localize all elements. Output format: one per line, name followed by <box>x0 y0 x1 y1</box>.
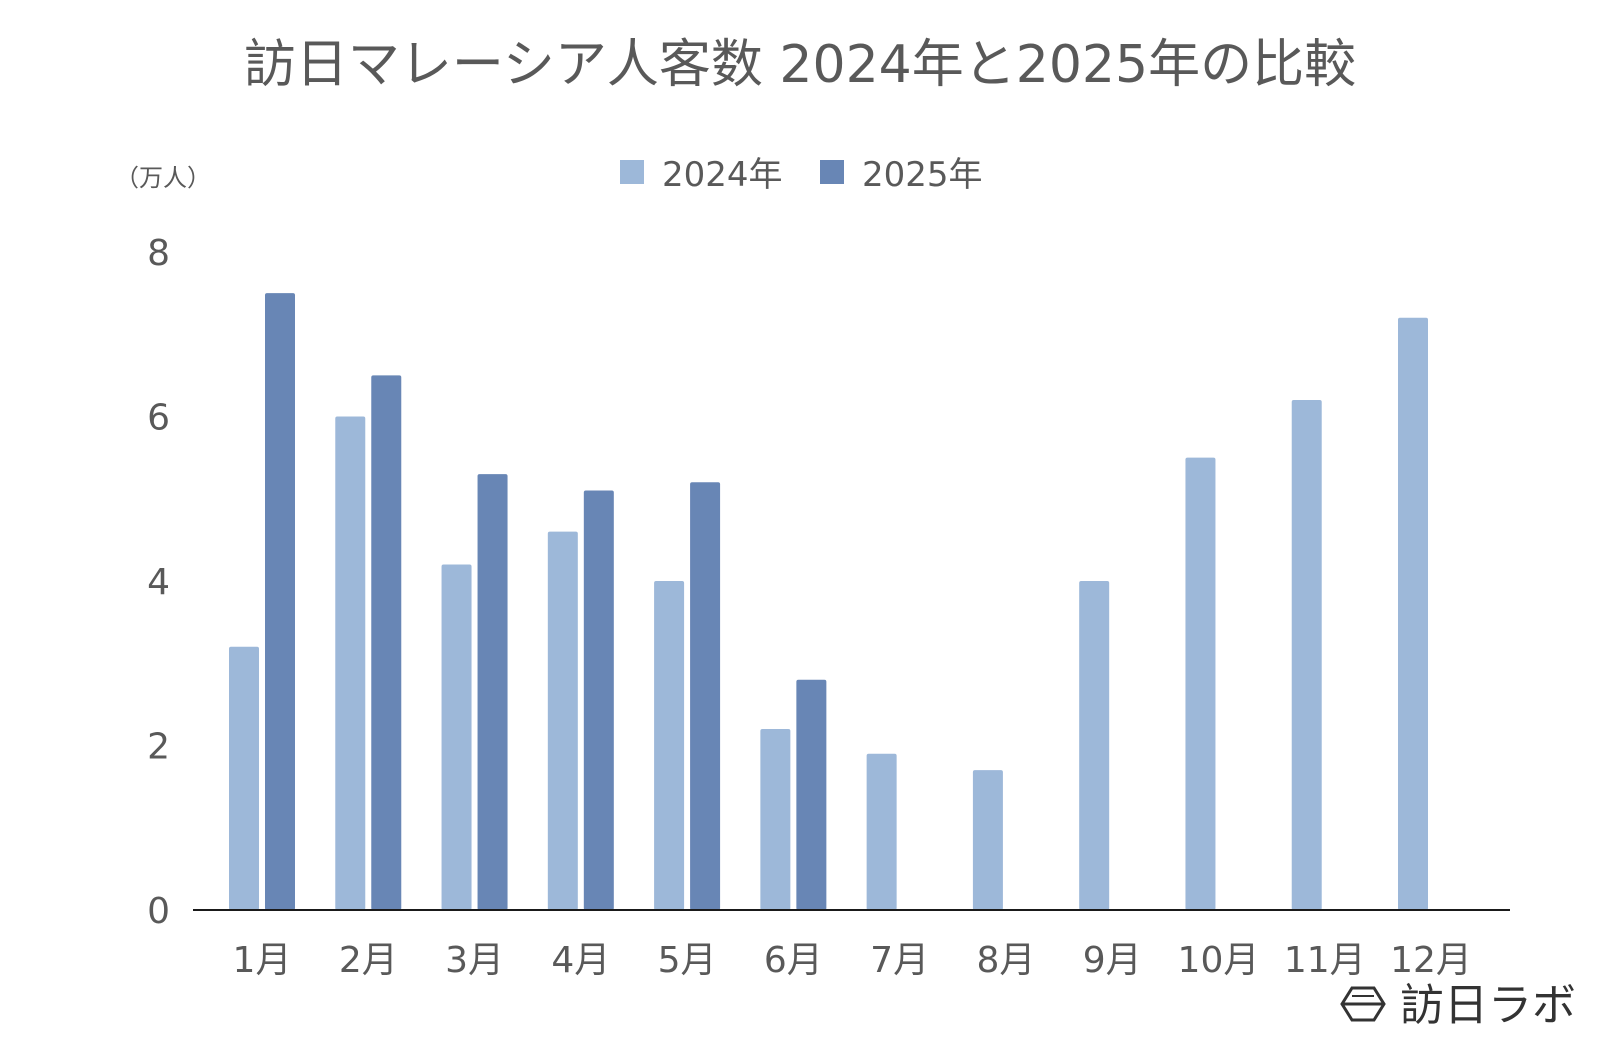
legend-swatch <box>620 160 644 184</box>
x-tick-label: 8月 <box>976 940 1035 981</box>
y-tick-label: 8 <box>147 233 170 274</box>
bar-2024年-5月 <box>654 581 685 910</box>
bar-2024年-12月 <box>1398 317 1428 910</box>
x-tick-label: 10月 <box>1178 940 1260 981</box>
chart-title: 訪日マレーシア人客数 2024年と2025年の比較 <box>244 35 1356 95</box>
legend: 2024年 2025年 <box>620 155 983 195</box>
y-tick-label: 4 <box>147 562 170 603</box>
bar-2024年-9月 <box>1079 581 1110 910</box>
y-unit-label: （万人） <box>115 164 211 192</box>
x-tick-label: 1月 <box>233 940 292 981</box>
x-tick-label: 9月 <box>1083 940 1142 981</box>
bar-2024年-8月 <box>972 770 1003 910</box>
legend-swatch <box>820 160 844 184</box>
y-tick-label: 2 <box>147 727 170 768</box>
brand-name: 訪日ラボ <box>1400 980 1576 1031</box>
legend-label: 2025年 <box>862 155 983 195</box>
bar-2025年-3月 <box>477 474 508 910</box>
brand-logo: 訪日ラボ <box>1340 980 1576 1031</box>
bar-2024年-11月 <box>1291 400 1322 910</box>
bars-group <box>229 293 1428 910</box>
legend-label: 2024年 <box>662 155 783 195</box>
bar-2025年-1月 <box>265 293 295 910</box>
x-tick-label: 7月 <box>870 940 929 981</box>
x-axis-ticks: 1月 2月 3月 4月 5月 6月 7月 8月 9月 10月 11月 12月 <box>233 940 1472 981</box>
y-axis-ticks: 0 2 4 6 8 <box>147 233 170 932</box>
bar-2025年-4月 <box>583 490 614 910</box>
x-tick-label: 5月 <box>658 940 717 981</box>
bar-2025年-6月 <box>796 679 827 910</box>
bar-2024年-4月 <box>547 531 578 910</box>
bar-2025年-2月 <box>371 375 402 910</box>
bar-2024年-7月 <box>866 753 897 910</box>
bar-2024年-2月 <box>335 416 366 910</box>
y-tick-label: 6 <box>147 398 170 439</box>
x-tick-label: 12月 <box>1390 940 1472 981</box>
bar-2024年-1月 <box>229 646 259 910</box>
bar-2024年-6月 <box>760 729 791 910</box>
x-tick-label: 6月 <box>764 940 823 981</box>
y-tick-label: 0 <box>147 891 170 932</box>
hexagon-logo-icon <box>1340 986 1386 1022</box>
x-tick-label: 3月 <box>445 940 504 981</box>
bar-2025年-5月 <box>690 482 721 910</box>
bar-2024年-3月 <box>441 564 472 910</box>
x-tick-label: 2月 <box>339 940 398 981</box>
bar-2024年-10月 <box>1185 457 1216 910</box>
x-tick-label: 11月 <box>1284 940 1366 981</box>
x-tick-label: 4月 <box>551 940 610 981</box>
